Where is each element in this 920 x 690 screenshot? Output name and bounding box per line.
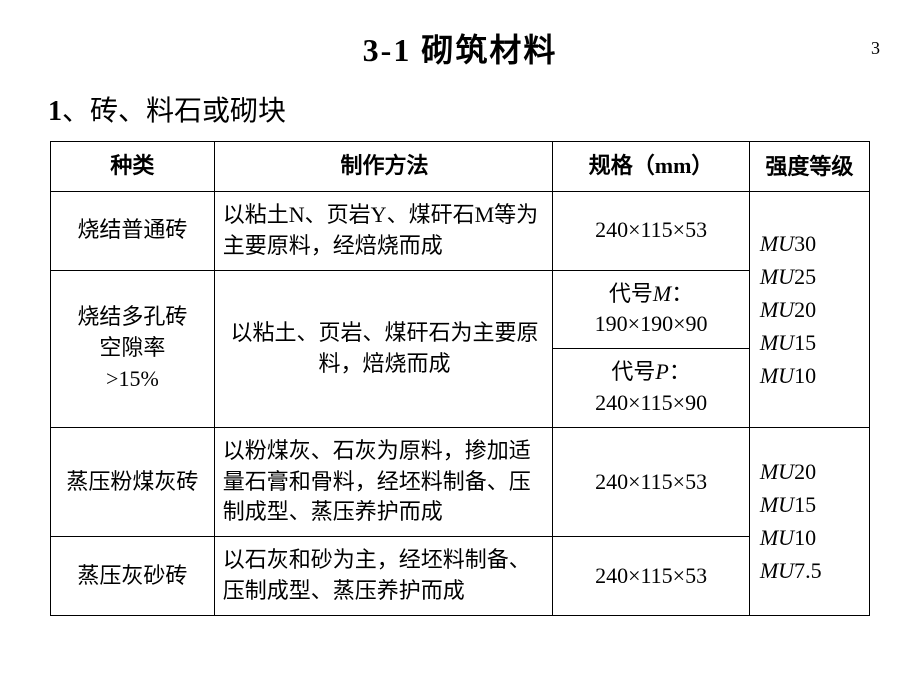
type-line: 烧结多孔砖 bbox=[77, 304, 187, 329]
header-type: 种类 bbox=[51, 142, 215, 192]
cell-method: 以粘土N、页岩Y、煤矸石M等为主要原料，经焙烧而成 bbox=[214, 192, 553, 271]
cell-type: 烧结普通砖 bbox=[51, 192, 215, 271]
cell-spec: 代号P： 240×115×90 bbox=[553, 349, 750, 428]
cell-spec: 240×115×53 bbox=[553, 192, 750, 271]
spec-code: M bbox=[653, 281, 671, 306]
grade-val: 20 bbox=[794, 459, 816, 484]
grade-mu: MU bbox=[760, 264, 794, 289]
spec-label: 代号 bbox=[609, 281, 653, 306]
grade-val: 7.5 bbox=[794, 558, 822, 583]
section-subtitle: 1、砖、料石或砌块 bbox=[48, 89, 920, 129]
spec-label: 代号 bbox=[611, 359, 655, 384]
grade-val: 10 bbox=[794, 525, 816, 550]
grade-val: 25 bbox=[794, 264, 816, 289]
cell-spec: 240×115×53 bbox=[553, 427, 750, 536]
cell-spec: 240×115×53 bbox=[553, 537, 750, 616]
type-line: 空隙率 bbox=[99, 335, 165, 360]
table-row: 蒸压粉煤灰砖 以粉煤灰、石灰为原料，掺加适量石膏和骨料，经坯料制备、压制成型、蒸… bbox=[51, 427, 870, 536]
table-row: 烧结普通砖 以粘土N、页岩Y、煤矸石M等为主要原料，经焙烧而成 240×115×… bbox=[51, 192, 870, 271]
table-row: 烧结多孔砖 空隙率 >15% 以粘土、页岩、煤矸石为主要原料，焙烧而成 代号M：… bbox=[51, 270, 870, 349]
spec-val: 190×190×90 bbox=[595, 311, 708, 336]
spec-code: P bbox=[655, 359, 668, 384]
page-title: 3-1 砌筑材料 bbox=[0, 25, 920, 71]
header-method: 制作方法 bbox=[214, 142, 553, 192]
cell-method: 以粘土、页岩、煤矸石为主要原料，焙烧而成 bbox=[214, 270, 553, 427]
spec-colon: ： bbox=[671, 281, 693, 306]
subtitle-number: 1 bbox=[48, 96, 62, 127]
cell-spec: 代号M： 190×190×90 bbox=[553, 270, 750, 349]
cell-grade-group1: MU30 MU25 MU20 MU15 MU10 bbox=[749, 192, 869, 428]
header-spec: 规格（mm） bbox=[553, 142, 750, 192]
grade-mu: MU bbox=[760, 558, 794, 583]
grade-mu: MU bbox=[760, 231, 794, 256]
header-grade: 强度等级 bbox=[749, 142, 869, 192]
cell-method: 以粉煤灰、石灰为原料，掺加适量石膏和骨料，经坯料制备、压制成型、蒸压养护而成 bbox=[214, 427, 553, 536]
materials-table: 种类 制作方法 规格（mm） 强度等级 烧结普通砖 以粘土N、页岩Y、煤矸石M等… bbox=[50, 141, 870, 616]
grade-val: 15 bbox=[794, 492, 816, 517]
grade-mu: MU bbox=[760, 330, 794, 355]
type-line: >15% bbox=[106, 366, 159, 391]
table-row: 蒸压灰砂砖 以石灰和砂为主，经坯料制备、压制成型、蒸压养护而成 240×115×… bbox=[51, 537, 870, 616]
grade-mu: MU bbox=[760, 492, 794, 517]
grade-mu: MU bbox=[760, 363, 794, 388]
table-header-row: 种类 制作方法 规格（mm） 强度等级 bbox=[51, 142, 870, 192]
grade-mu: MU bbox=[760, 459, 794, 484]
grade-val: 15 bbox=[794, 330, 816, 355]
cell-method: 以石灰和砂为主，经坯料制备、压制成型、蒸压养护而成 bbox=[214, 537, 553, 616]
page-number: 3 bbox=[871, 38, 880, 59]
cell-type: 蒸压灰砂砖 bbox=[51, 537, 215, 616]
subtitle-text: 、砖、料石或砌块 bbox=[62, 96, 286, 127]
spec-val: 240×115×90 bbox=[595, 390, 707, 415]
grade-val: 20 bbox=[794, 297, 816, 322]
grade-mu: MU bbox=[760, 525, 794, 550]
cell-type: 蒸压粉煤灰砖 bbox=[51, 427, 215, 536]
grade-mu: MU bbox=[760, 297, 794, 322]
grade-val: 10 bbox=[794, 363, 816, 388]
cell-grade-group2: MU20 MU15 MU10 MU7.5 bbox=[749, 427, 869, 615]
cell-type: 烧结多孔砖 空隙率 >15% bbox=[51, 270, 215, 427]
grade-val: 30 bbox=[794, 231, 816, 256]
spec-colon: ： bbox=[669, 359, 691, 384]
